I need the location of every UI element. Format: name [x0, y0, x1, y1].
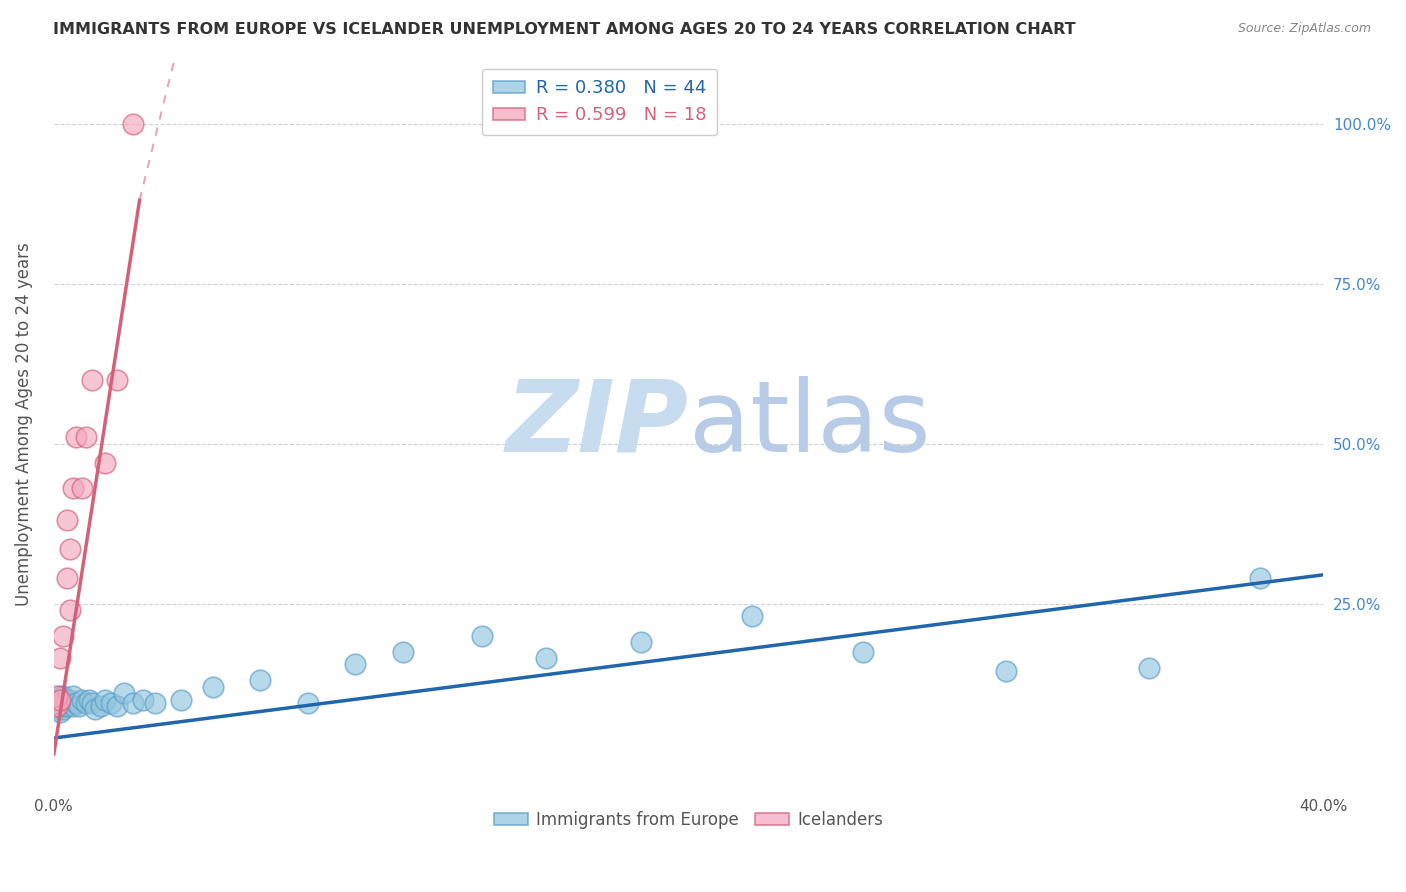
- Point: [741, 609, 763, 624]
- Point: [59, 603, 82, 617]
- Point: [80, 696, 103, 710]
- Point: [93, 456, 115, 470]
- Point: [62, 690, 84, 704]
- Point: [1137, 660, 1160, 674]
- Point: [100, 696, 122, 710]
- Point: [201, 680, 224, 694]
- Point: [105, 699, 128, 714]
- Point: [65, 696, 87, 710]
- Legend: Immigrants from Europe, Icelanders: Immigrants from Europe, Icelanders: [488, 805, 890, 836]
- Point: [105, 373, 128, 387]
- Point: [72, 692, 94, 706]
- Point: [72, 482, 94, 496]
- Point: [1249, 571, 1271, 585]
- Text: IMMIGRANTS FROM EUROPE VS ICELANDER UNEMPLOYMENT AMONG AGES 20 TO 24 YEARS CORRE: IMMIGRANTS FROM EUROPE VS ICELANDER UNEM…: [53, 22, 1076, 37]
- Point: [75, 430, 97, 444]
- Point: [630, 635, 652, 649]
- Point: [249, 673, 271, 688]
- Point: [534, 651, 557, 665]
- Point: [59, 692, 82, 706]
- Text: Source: ZipAtlas.com: Source: ZipAtlas.com: [1237, 22, 1371, 36]
- Point: [46, 690, 69, 704]
- Point: [46, 702, 69, 716]
- Point: [75, 696, 97, 710]
- Point: [90, 699, 112, 714]
- Point: [131, 692, 153, 706]
- Point: [297, 696, 319, 710]
- Point: [471, 629, 494, 643]
- Point: [170, 692, 193, 706]
- Point: [49, 706, 72, 720]
- Point: [122, 696, 145, 710]
- Point: [46, 699, 69, 714]
- Point: [42, 699, 65, 714]
- Point: [55, 571, 77, 585]
- Point: [344, 657, 367, 672]
- Text: atlas: atlas: [689, 376, 931, 473]
- Point: [52, 702, 75, 716]
- Point: [55, 513, 77, 527]
- Point: [49, 690, 72, 704]
- Point: [46, 696, 69, 710]
- Point: [49, 651, 72, 665]
- Point: [59, 696, 82, 710]
- Point: [67, 699, 90, 714]
- Point: [80, 373, 103, 387]
- Point: [145, 696, 167, 710]
- Point: [49, 692, 72, 706]
- Point: [52, 699, 75, 714]
- Point: [392, 645, 415, 659]
- Text: ZIP: ZIP: [506, 376, 689, 473]
- Point: [62, 699, 84, 714]
- Point: [49, 696, 72, 710]
- Point: [52, 629, 75, 643]
- Point: [59, 542, 82, 557]
- Point: [52, 690, 75, 704]
- Point: [42, 696, 65, 710]
- Point: [852, 645, 875, 659]
- Point: [112, 686, 135, 700]
- Point: [62, 482, 84, 496]
- Point: [122, 117, 145, 131]
- Point: [65, 430, 87, 444]
- Point: [84, 702, 107, 716]
- Point: [55, 699, 77, 714]
- Y-axis label: Unemployment Among Ages 20 to 24 years: Unemployment Among Ages 20 to 24 years: [15, 243, 32, 607]
- Point: [93, 692, 115, 706]
- Point: [55, 692, 77, 706]
- Point: [994, 664, 1017, 678]
- Point: [77, 692, 100, 706]
